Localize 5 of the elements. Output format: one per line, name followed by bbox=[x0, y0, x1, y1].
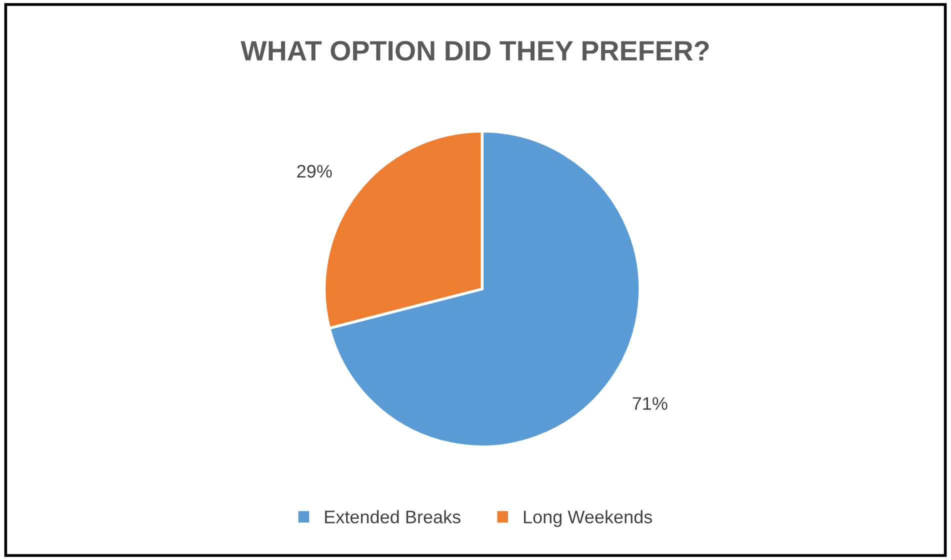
legend-label: Long Weekends bbox=[524, 510, 652, 527]
chart-title: WHAT OPTION DID THEY PREFER? bbox=[240, 40, 709, 61]
data-label: 29% bbox=[297, 164, 332, 178]
legend-label: Extended Breaks bbox=[325, 510, 460, 524]
data-label: 71% bbox=[632, 397, 668, 410]
